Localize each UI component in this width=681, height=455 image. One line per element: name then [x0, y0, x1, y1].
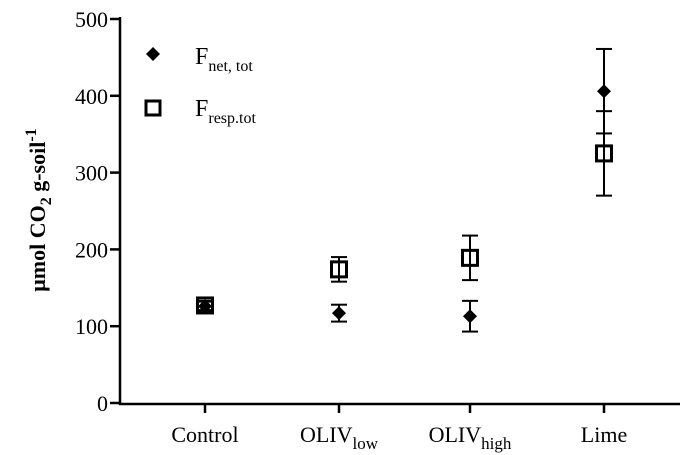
data-point-square [461, 248, 479, 267]
y-tick-label: 200 [75, 237, 108, 262]
y-axis-label-part-2: g-soil [25, 142, 50, 198]
data-point-diamond [463, 309, 477, 324]
y-axis-label-part-1: 2 [38, 197, 55, 205]
y-tick-label: 300 [75, 161, 108, 186]
legend-label-net: Fnet, tot [195, 44, 253, 75]
y-tick-label: 0 [97, 391, 108, 416]
y-tick-label: 100 [75, 314, 108, 339]
y-tick-label: 400 [75, 84, 108, 109]
y-ticks: 0 100 200 300 400 500 [75, 7, 120, 416]
y-axis-label: μmol CO2 g-soil-1 [23, 128, 55, 291]
legend-label-resp-main: F [195, 96, 208, 122]
x-tick-label: Control [171, 422, 238, 447]
data-point-square [196, 296, 214, 315]
x-tick-label-sub: high [481, 434, 512, 453]
y-axis-label-part-0: μmol CO [25, 205, 50, 291]
data-point-square [330, 260, 348, 279]
x-tick-label-main: OLIV [429, 422, 482, 447]
legend-label-resp: Fresp.tot [195, 96, 256, 127]
x-tick-label-sub: low [353, 434, 379, 453]
x-tick-label: Lime [581, 422, 627, 447]
legend-label-net-main: F [195, 44, 208, 70]
data-point-square [595, 144, 613, 163]
x-tick-label: OLIVhigh [429, 422, 512, 453]
x-ticks: Control OLIVlow OLIVhigh Lime [171, 403, 627, 453]
legend-item-resp: Fresp.tot [144, 96, 256, 127]
y-tick-label: 500 [75, 7, 108, 32]
legend-label-net-sub: net, tot [208, 58, 253, 75]
x-tick-label-main: Control [171, 422, 238, 447]
y-axis-label-part-3: -1 [23, 128, 40, 141]
x-tick-label-main: OLIV [300, 422, 353, 447]
legend: Fnet, tot Fresp.tot [144, 44, 256, 127]
data-point-diamond [597, 84, 611, 99]
x-tick-label: OLIVlow [300, 422, 379, 453]
legend-label-resp-sub: resp.tot [208, 110, 256, 127]
legend-marker-square [144, 99, 162, 117]
legend-item-net: Fnet, tot [146, 44, 253, 75]
data-point-diamond [332, 306, 346, 321]
legend-marker-diamond [146, 47, 160, 61]
series-1 [196, 110, 613, 315]
series-0 [197, 47, 612, 333]
series-layer [196, 47, 613, 333]
x-tick-label-main: Lime [581, 422, 627, 447]
